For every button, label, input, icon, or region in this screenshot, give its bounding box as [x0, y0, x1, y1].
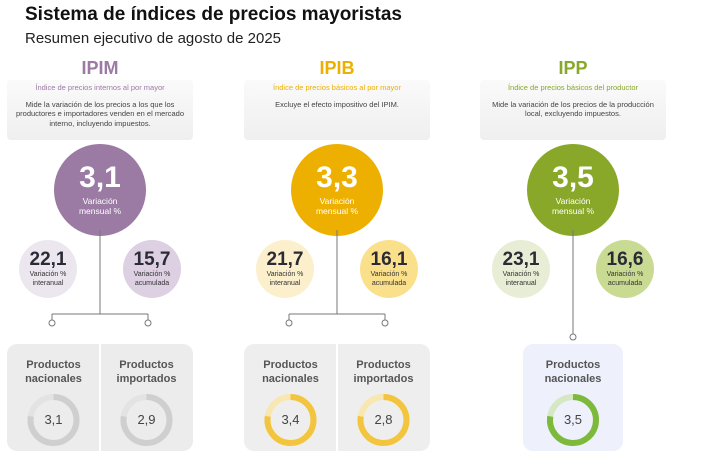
cumulative-label: Variación % acumulada [606, 271, 644, 287]
interannual-circle: 23,1 Variación % interanual [492, 240, 550, 298]
interannual-label: Variación % interanual [266, 271, 304, 287]
ring-arc [264, 394, 317, 446]
ring-arc [357, 394, 410, 446]
cumulative-circle: 15,7 Variación % acumulada [123, 240, 181, 298]
title: Sistema de índices de precios mayoristas [25, 4, 403, 25]
ring-arc [547, 394, 599, 446]
index-code: IPIM [81, 58, 119, 78]
cumulative-circle: 16,1 Variación % acumulada [360, 240, 418, 298]
product-label: Productos importados [353, 359, 414, 386]
cumulative-label: Variación % acumulada [133, 271, 171, 287]
index-code: IPIB [319, 58, 355, 78]
interannual-circle: 21,7 Variación % interanual [256, 240, 314, 298]
monthly-label: Variación mensual % [78, 196, 122, 216]
index-description: Excluye el efecto impositivo del IPIM. [275, 100, 399, 109]
index-code: IPP [558, 58, 588, 78]
product-label: Productos importados [116, 359, 177, 386]
monthly-circle: 3,5 Variación mensual % [527, 144, 619, 236]
description-box: Índice de precios básicos al por mayor Ex… [244, 80, 430, 140]
monthly-circle: 3,3 Variación mensual % [291, 144, 383, 236]
interannual-label: Variación % interanual [502, 271, 540, 287]
interannual-circle: 22,1 Variación % interanual [19, 240, 77, 298]
index-name: Índice de precios internos al por mayor [35, 83, 165, 92]
monthly-value: 3,5 [552, 161, 594, 195]
description-box: Índice de precios internos al por mayor M… [7, 80, 193, 140]
connector-dot [285, 319, 293, 327]
index-name: Índice de precios básicos al por mayor [273, 83, 401, 92]
monthly-label: Variación mensual % [551, 196, 595, 216]
product-value: 3,1 [44, 412, 63, 427]
cumulative-value: 16,1 [370, 249, 408, 271]
index-description: Mide la variación de los precios de la p… [492, 100, 654, 119]
connector-dot [48, 319, 56, 327]
interannual-value: 21,7 [266, 249, 304, 271]
interannual-value: 22,1 [29, 249, 67, 271]
product-label: Productos nacionales [25, 359, 82, 386]
product-label: Productos nacionales [262, 359, 319, 386]
monthly-circle: 3,1 Variación mensual % [54, 144, 146, 236]
connector-dot [381, 319, 389, 327]
product-label: Productos nacionales [544, 359, 602, 386]
product-value: 2,9 [137, 412, 156, 427]
cumulative-circle: 16,6 Variación % acumulada [596, 240, 654, 298]
monthly-value: 3,3 [316, 161, 358, 195]
product-value: 3,5 [563, 412, 583, 427]
cumulative-label: Variación % acumulada [370, 271, 408, 287]
connector-dot [144, 319, 152, 327]
connector-dot [569, 333, 577, 341]
ring-arc [27, 394, 80, 446]
product-value: 3,4 [281, 412, 300, 427]
interannual-value: 23,1 [502, 249, 540, 271]
ring-arc [120, 394, 173, 446]
index-name: Índice de precios básicos del productor [507, 83, 639, 92]
description-box: Índice de precios básicos del productor M… [480, 80, 666, 140]
monthly-value: 3,1 [79, 161, 121, 195]
monthly-label: Variación mensual % [315, 196, 359, 216]
index-description: Mide la variación de los precios a los q… [15, 100, 184, 128]
subtitle: Resumen ejecutivo de agosto de 2025 [25, 30, 282, 47]
product-value: 2,8 [374, 412, 393, 427]
interannual-label: Variación % interanual [29, 271, 67, 287]
cumulative-value: 15,7 [133, 249, 171, 271]
cumulative-value: 16,6 [606, 249, 644, 271]
